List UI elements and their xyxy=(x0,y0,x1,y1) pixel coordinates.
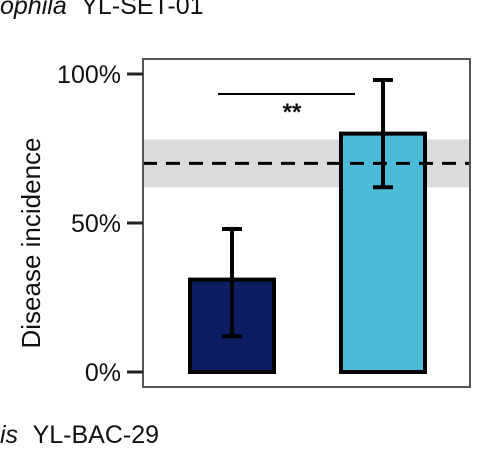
footer-text: YL-BAC-29 xyxy=(33,421,159,449)
significance-label: ** xyxy=(283,99,302,126)
footer-italic-text: is xyxy=(0,421,18,449)
y-tick-label-1: 50% xyxy=(71,210,121,238)
y-axis-title: Disease incidence xyxy=(16,137,46,348)
bars-group xyxy=(188,77,427,374)
y-axis: 0% 50% 100% xyxy=(57,61,143,387)
y-tick-label-0: 0% xyxy=(85,359,121,387)
chart-footer-caption: is YL-BAC-29 xyxy=(0,421,159,449)
header-italic-text: ophila xyxy=(0,0,67,20)
y-tick-label-2: 100% xyxy=(57,61,121,89)
chart-header-caption: ophila YL-SET-01 xyxy=(0,0,204,20)
header-text: YL-SET-01 xyxy=(81,0,203,20)
